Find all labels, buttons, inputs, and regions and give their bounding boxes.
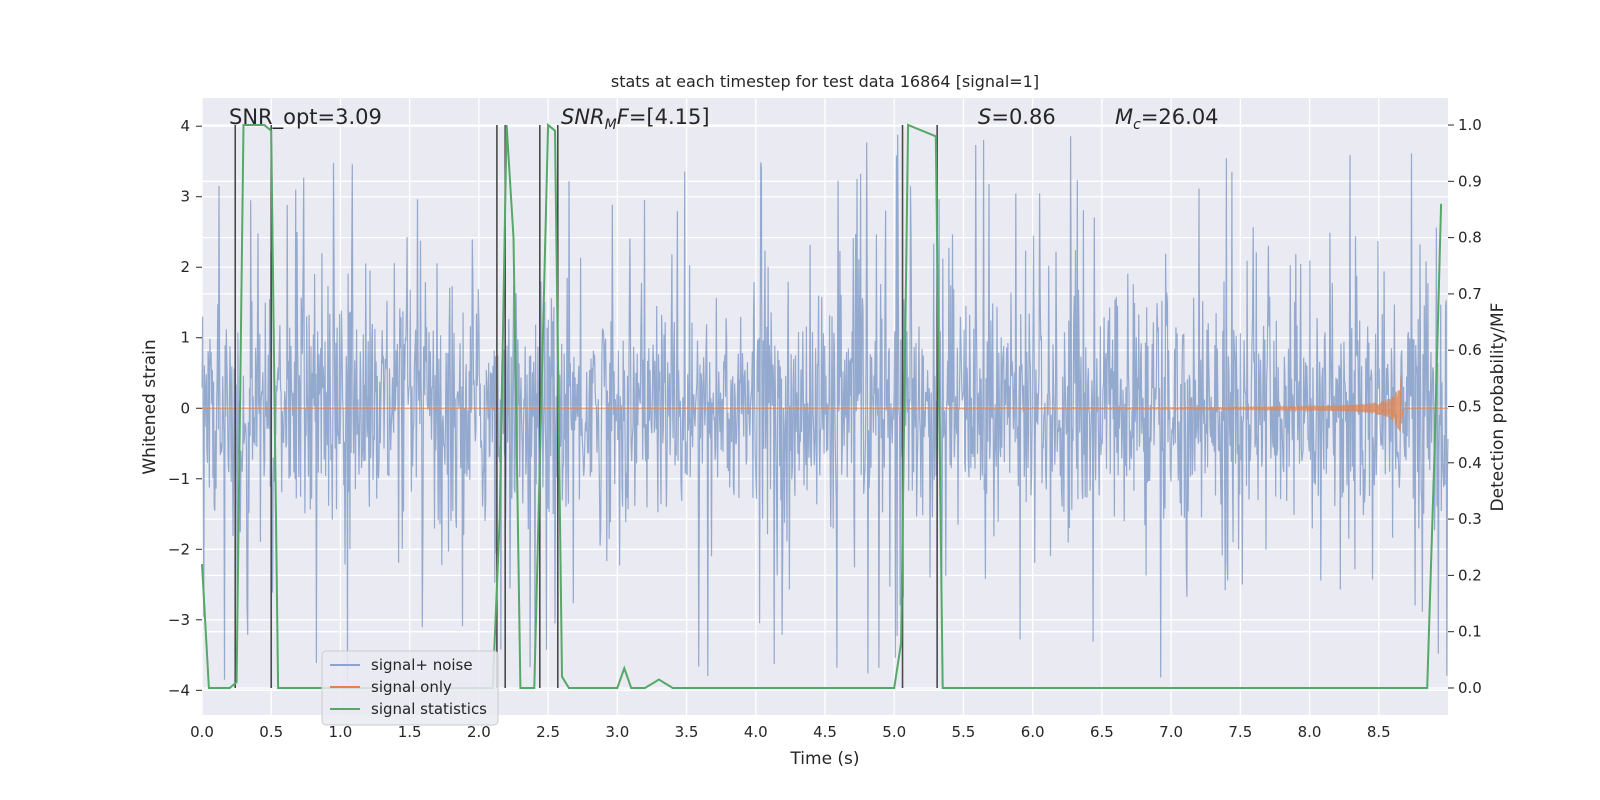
x-tick-15: 7.5: [1228, 723, 1252, 741]
y2-tick-0: 0.0: [1458, 679, 1482, 697]
legend-label-signal-noise: signal+ noise: [371, 656, 473, 674]
x-tick-7: 3.5: [675, 723, 699, 741]
annotation-snr-mf: SNRMF=[4.15]: [561, 105, 710, 133]
signal-noise-line: [201, 134, 1449, 682]
y2-tick-8: 0.8: [1458, 229, 1482, 247]
x-tick-2: 1.0: [329, 723, 353, 741]
y2-tick-7: 0.7: [1458, 285, 1482, 303]
x-tick-13: 6.5: [1090, 723, 1114, 741]
y-axis-ticks: −4 −3 −2 −1 0 1 2 3 4: [168, 117, 202, 699]
x-tick-14: 7.0: [1159, 723, 1183, 741]
y-axis-label: Whitened strain: [140, 339, 160, 474]
y2-tick-1: 0.1: [1458, 623, 1482, 641]
y-tick-1: −3: [168, 611, 190, 629]
y-tick-2: −2: [168, 540, 190, 558]
x-tick-6: 3.0: [605, 723, 629, 741]
y-tick-3: −1: [168, 470, 190, 488]
x-tick-11: 5.5: [952, 723, 976, 741]
annotation-mc-sub: c: [1133, 117, 1141, 133]
x-axis-ticks: 0.0 0.5 1.0 1.5 2.0 2.5 3.0 3.5 4.0 4.5 5.0 5.5 6.0 6…: [190, 723, 1391, 741]
x-tick-9: 4.5: [813, 723, 837, 741]
y2-tick-2: 0.2: [1458, 566, 1482, 584]
annotation-s-value: =0.86: [991, 105, 1055, 129]
annotation-snr-mf-sub: M: [605, 117, 617, 133]
legend-label-signal-only: signal only: [371, 678, 452, 696]
y-tick-8: 4: [180, 117, 190, 135]
series-signal-noise: [201, 134, 1449, 682]
y2-tick-10: 1.0: [1458, 116, 1482, 134]
legend: signal+ noise signal only signal statist…: [321, 650, 499, 726]
annotation-mc-value: =26.04: [1141, 105, 1219, 129]
y-tick-5: 1: [180, 329, 190, 347]
annotation-snr-mf-value: =[4.15]: [629, 105, 710, 129]
x-tick-0: 0.0: [190, 723, 214, 741]
x-tick-8: 4.0: [744, 723, 768, 741]
x-tick-12: 6.0: [1021, 723, 1045, 741]
y2-tick-6: 0.6: [1458, 341, 1482, 359]
annotation-snr-mf-f: F: [617, 105, 630, 129]
annotation-snr-mf-label: SNR: [561, 105, 605, 129]
signal-statistics-line: [201, 122, 1443, 689]
annotation-s-label: S: [978, 105, 991, 129]
legend-label-signal-statistics: signal statistics: [371, 700, 487, 718]
x-tick-16: 8.0: [1298, 723, 1322, 741]
annotation-snr-opt: SNR_opt=3.09: [229, 105, 382, 130]
x-tick-17: 8.5: [1367, 723, 1391, 741]
y2-tick-4: 0.4: [1458, 454, 1482, 472]
y-tick-6: 2: [180, 258, 190, 276]
y-tick-7: 3: [180, 188, 190, 206]
y-tick-4: 0: [180, 399, 190, 417]
annotation-mc: Mc=26.04: [1115, 105, 1219, 133]
y-tick-0: −4: [168, 681, 190, 699]
annotation-s: S=0.86: [978, 105, 1056, 129]
x-tick-1: 0.5: [259, 723, 283, 741]
x-tick-3: 1.5: [398, 723, 422, 741]
y2-axis-label: Detection probability/MF: [1488, 303, 1508, 512]
legend-box: [321, 650, 499, 726]
x-axis-label: Time (s): [789, 749, 859, 769]
series-signal-only: [202, 375, 1448, 432]
x-tick-5: 2.5: [536, 723, 560, 741]
y2-tick-5: 0.5: [1458, 398, 1482, 416]
series-signal-statistics: [201, 122, 1443, 689]
x-tick-10: 5.0: [882, 723, 906, 741]
annotation-mc-label: M: [1115, 105, 1133, 129]
x-tick-4: 2.0: [467, 723, 491, 741]
y2-tick-3: 0.3: [1458, 510, 1482, 528]
y2-tick-9: 0.9: [1458, 172, 1482, 190]
y2-axis-ticks: 0.0 0.1 0.2 0.3 0.4 0.5 0.6 0.7 0.8 0.9 1.0: [1448, 116, 1482, 697]
signal-only-line: [202, 375, 1448, 432]
chart-title: stats at each timestep for test data 168…: [611, 72, 1039, 91]
